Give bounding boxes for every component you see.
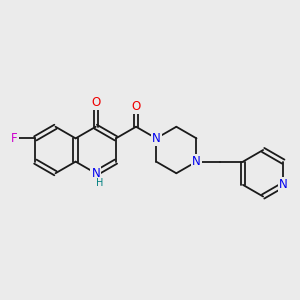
Text: H: H [96, 178, 103, 188]
Text: N: N [279, 178, 288, 191]
Text: N: N [92, 167, 100, 180]
Text: O: O [91, 96, 101, 109]
Text: F: F [11, 132, 18, 145]
Text: O: O [131, 100, 141, 113]
Text: N: N [152, 132, 161, 145]
Text: N: N [192, 155, 201, 168]
